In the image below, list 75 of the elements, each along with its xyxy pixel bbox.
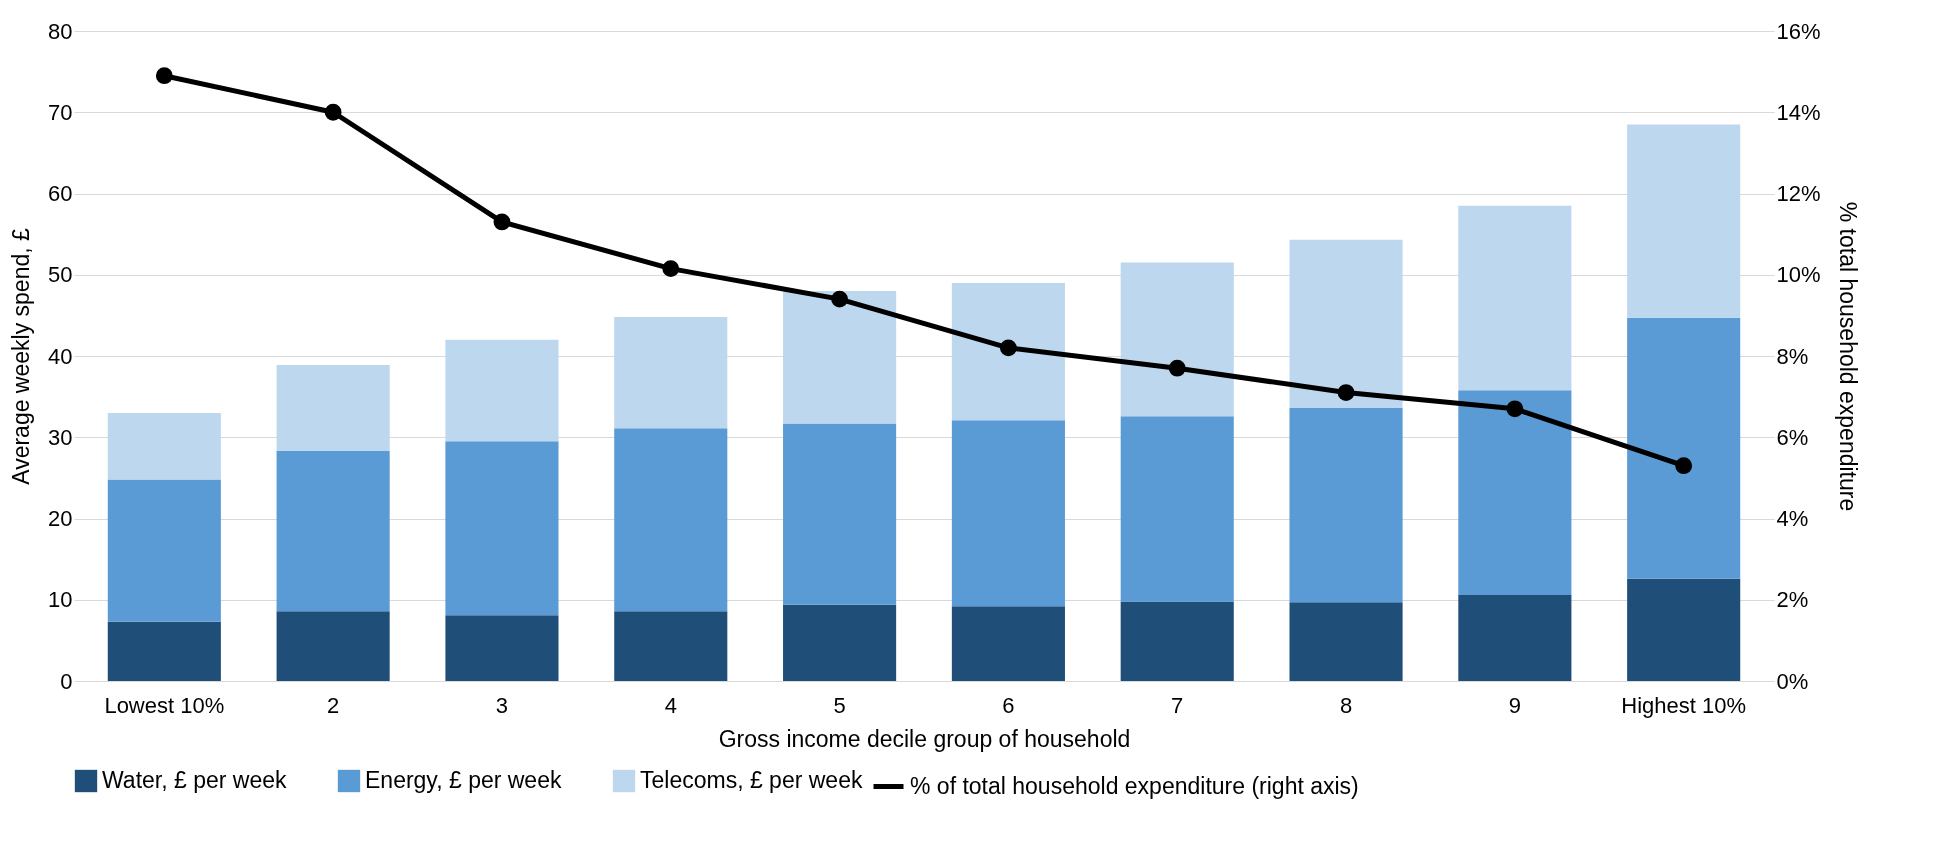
legend-label: Water, £ per week	[102, 767, 288, 793]
y-tick-label: 30	[48, 424, 73, 450]
y2-tick-label: 6%	[1776, 424, 1809, 450]
point	[324, 103, 342, 121]
y-axis-title: Average weekly spend, £	[8, 228, 35, 485]
y2-tick-label: 0%	[1776, 668, 1809, 694]
x-tick-label: 8	[1339, 692, 1353, 718]
point	[1506, 400, 1524, 418]
bar	[951, 606, 1065, 681]
bar	[445, 339, 559, 442]
x-tick-label: 6	[1002, 692, 1015, 718]
y-tick-label: 0	[60, 668, 73, 694]
legend-label: Telecoms, £ per week	[640, 767, 863, 793]
bar	[107, 479, 221, 622]
bar	[1627, 317, 1741, 579]
bar	[107, 412, 221, 480]
y2-tick-label: 12%	[1776, 181, 1821, 206]
y2-tick-label: 16%	[1776, 18, 1821, 44]
bar	[614, 611, 728, 681]
y-tick-label: 50	[48, 262, 73, 288]
point	[999, 339, 1017, 357]
y-tick-label: 80	[48, 18, 73, 44]
legend-label: % of total household expenditure (right axis)	[910, 772, 1359, 799]
x-axis-title: Gross income decile group of household	[718, 725, 1131, 752]
bar	[614, 428, 728, 612]
point	[662, 260, 680, 278]
point	[493, 213, 511, 231]
bar	[1289, 408, 1403, 603]
bar	[445, 441, 559, 616]
bar	[1120, 262, 1234, 417]
point	[831, 290, 849, 308]
x-tick-label: Highest 10%	[1621, 692, 1747, 718]
bar	[1458, 594, 1572, 681]
y2-axis-title: % total household expenditure	[1834, 201, 1861, 512]
x-tick-label: 4	[664, 692, 677, 718]
x-tick-label: 5	[833, 692, 846, 718]
bar	[1120, 416, 1234, 602]
bar	[1627, 124, 1741, 318]
legend-label: Energy, £ per week	[365, 767, 562, 793]
y-tick-label: 40	[48, 343, 73, 369]
x-tick-label: 7	[1171, 692, 1184, 718]
bar	[783, 423, 897, 605]
bar	[614, 317, 728, 429]
bar	[276, 364, 390, 452]
bar	[1458, 205, 1572, 391]
bar	[783, 604, 897, 681]
point	[155, 67, 173, 85]
bar	[107, 621, 221, 681]
y2-tick-label: 10%	[1776, 262, 1821, 288]
bar	[1458, 390, 1572, 595]
y-tick-label: 10	[48, 587, 73, 613]
bar	[276, 611, 390, 681]
bar	[1289, 239, 1403, 408]
bar	[276, 451, 390, 612]
y2-tick-label: 2%	[1776, 587, 1809, 613]
bar	[1627, 578, 1741, 681]
x-tick-label: 3	[495, 692, 509, 718]
point	[1337, 384, 1355, 401]
bar	[1120, 601, 1234, 681]
point	[1168, 359, 1186, 377]
point	[1675, 457, 1693, 475]
y-tick-label: 70	[48, 99, 73, 125]
x-tick-label: 2	[327, 692, 340, 718]
x-tick-label: Lowest 10%	[104, 692, 225, 718]
bar	[445, 615, 559, 681]
x-tick-label: 9	[1508, 692, 1521, 718]
bar	[783, 291, 897, 424]
y-tick-label: 20	[48, 506, 73, 531]
y2-tick-label: 8%	[1776, 343, 1809, 369]
bar	[1289, 602, 1403, 681]
y2-tick-label: 4%	[1776, 506, 1809, 531]
y-tick-label: 60	[48, 181, 73, 206]
bar	[951, 282, 1065, 421]
y2-tick-label: 14%	[1776, 99, 1821, 125]
bar	[951, 420, 1065, 607]
